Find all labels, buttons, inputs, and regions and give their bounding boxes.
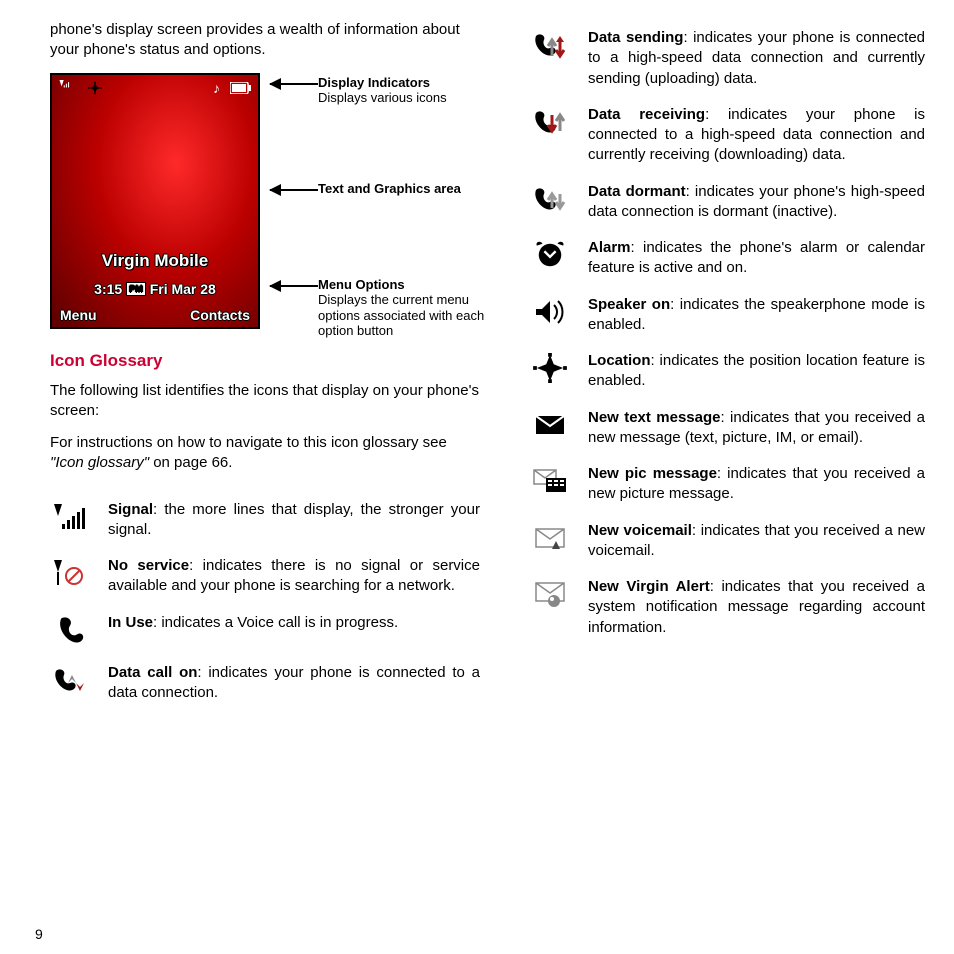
glossary-text: Signal: the more lines that display, the…: [108, 500, 480, 541]
carrier-label: Virgin Mobile: [52, 251, 258, 271]
noservice-icon: [50, 556, 90, 590]
time-row: 3:15 PM Fri Mar 28: [52, 281, 258, 297]
datarecv-icon: [530, 105, 570, 139]
softkey-right: Contacts: [190, 307, 250, 323]
phone-screen: ♪ Virgin Mobile 3:15 PM Fri Mar 28 Menu …: [50, 73, 260, 329]
textmsg-icon: [530, 408, 570, 442]
glossary-intro2-pre: For instructions on how to navigate to t…: [50, 434, 447, 451]
glossary-item: Signal: the more lines that display, the…: [50, 500, 480, 541]
signal-icon: [50, 500, 90, 534]
music-icon: ♪: [213, 80, 220, 96]
callout-title: Text and Graphics area: [318, 181, 461, 196]
glossary-item: Data call on: indicates your phone is co…: [50, 663, 480, 704]
battery-icon: [230, 82, 252, 94]
glossary-text: New pic message: indicates that you rece…: [588, 464, 925, 505]
virginalert-icon: [530, 577, 570, 611]
glossary-intro-2: For instructions on how to navigate to t…: [50, 433, 480, 474]
speaker-icon: [530, 295, 570, 329]
glossary-text: New text message: indicates that you rec…: [588, 408, 925, 449]
ampm-box: PM: [126, 282, 146, 296]
page-number: 9: [35, 926, 43, 942]
callout: Menu OptionsDisplays the current menu op…: [318, 277, 488, 339]
callout: Text and Graphics area: [318, 181, 488, 197]
datasend-icon: [530, 28, 570, 62]
glossary-text: Data dormant: indicates your phone's hig…: [588, 182, 925, 223]
glossary-item: Alarm: indicates the phone's alarm or ca…: [530, 238, 925, 279]
voicemail-icon: [530, 521, 570, 555]
datadorm-icon: [530, 182, 570, 216]
glossary-text: Speaker on: indicates the speakerphone m…: [588, 295, 925, 336]
glossary-item: In Use: indicates a Voice call is in pro…: [50, 613, 480, 647]
callout-desc: Displays the current menu options associ…: [318, 292, 484, 338]
dataon-icon: [50, 663, 90, 697]
left-glossary-list: Signal: the more lines that display, the…: [50, 500, 480, 704]
glossary-text: Data receiving: indicates your phone is …: [588, 105, 925, 166]
inuse-icon: [50, 613, 90, 647]
glossary-item: Data dormant: indicates your phone's hig…: [530, 182, 925, 223]
glossary-item: Location: indicates the position locatio…: [530, 351, 925, 392]
screen-diagram: ♪ Virgin Mobile 3:15 PM Fri Mar 28 Menu …: [50, 73, 480, 329]
callout-desc: Displays various icons: [318, 90, 447, 105]
location-icon: [530, 351, 570, 385]
glossary-intro-1: The following list identifies the icons …: [50, 381, 480, 422]
softkey-left: Menu: [60, 307, 97, 323]
alarm-icon: [530, 238, 570, 272]
callout-title: Display Indicators: [318, 75, 430, 90]
date-value: Fri Mar 28: [150, 281, 216, 297]
intro-text: phone's display screen provides a wealth…: [50, 20, 480, 61]
glossary-ref: "Icon glossary": [50, 454, 149, 471]
glossary-text: No service: indicates there is no signal…: [108, 556, 480, 597]
glossary-item: New pic message: indicates that you rece…: [530, 464, 925, 505]
glossary-text: Data sending: indicates your phone is co…: [588, 28, 925, 89]
glossary-item: New text message: indicates that you rec…: [530, 408, 925, 449]
location-icon: [88, 81, 102, 95]
picmsg-icon: [530, 464, 570, 498]
right-glossary-list: Data sending: indicates your phone is co…: [530, 28, 925, 638]
glossary-item: New voicemail: indicates that you receiv…: [530, 521, 925, 562]
glossary-text: In Use: indicates a Voice call is in pro…: [108, 613, 480, 633]
glossary-item: Speaker on: indicates the speakerphone m…: [530, 295, 925, 336]
glossary-text: Data call on: indicates your phone is co…: [108, 663, 480, 704]
callout: Display IndicatorsDisplays various icons: [318, 75, 488, 106]
time-value: 3:15: [94, 281, 122, 297]
glossary-heading: Icon Glossary: [50, 351, 480, 371]
status-bar: ♪: [52, 77, 258, 99]
glossary-text: Location: indicates the position locatio…: [588, 351, 925, 392]
glossary-item: Data receiving: indicates your phone is …: [530, 105, 925, 166]
callouts: Display IndicatorsDisplays various icons…: [270, 73, 480, 329]
glossary-item: New Virgin Alert: indicates that you rec…: [530, 577, 925, 638]
glossary-item: No service: indicates there is no signal…: [50, 556, 480, 597]
glossary-text: New Virgin Alert: indicates that you rec…: [588, 577, 925, 638]
glossary-text: Alarm: indicates the phone's alarm or ca…: [588, 238, 925, 279]
glossary-text: New voicemail: indicates that you receiv…: [588, 521, 925, 562]
callout-title: Menu Options: [318, 277, 405, 292]
glossary-item: Data sending: indicates your phone is co…: [530, 28, 925, 89]
glossary-intro2-post: on page 66.: [149, 454, 232, 471]
signal-icon: [58, 80, 78, 96]
